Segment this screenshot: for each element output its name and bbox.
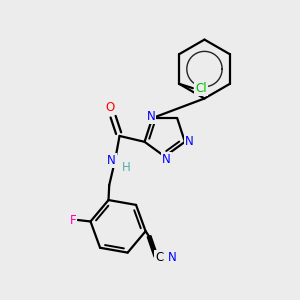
Text: C: C: [155, 251, 164, 264]
Text: O: O: [106, 101, 115, 114]
Text: N: N: [107, 154, 116, 166]
Text: H: H: [122, 161, 131, 174]
Text: N: N: [162, 153, 171, 166]
Text: N: N: [168, 251, 176, 264]
Text: N: N: [146, 110, 155, 123]
Text: F: F: [70, 214, 76, 226]
Text: N: N: [185, 135, 194, 148]
Text: Cl: Cl: [195, 82, 207, 95]
